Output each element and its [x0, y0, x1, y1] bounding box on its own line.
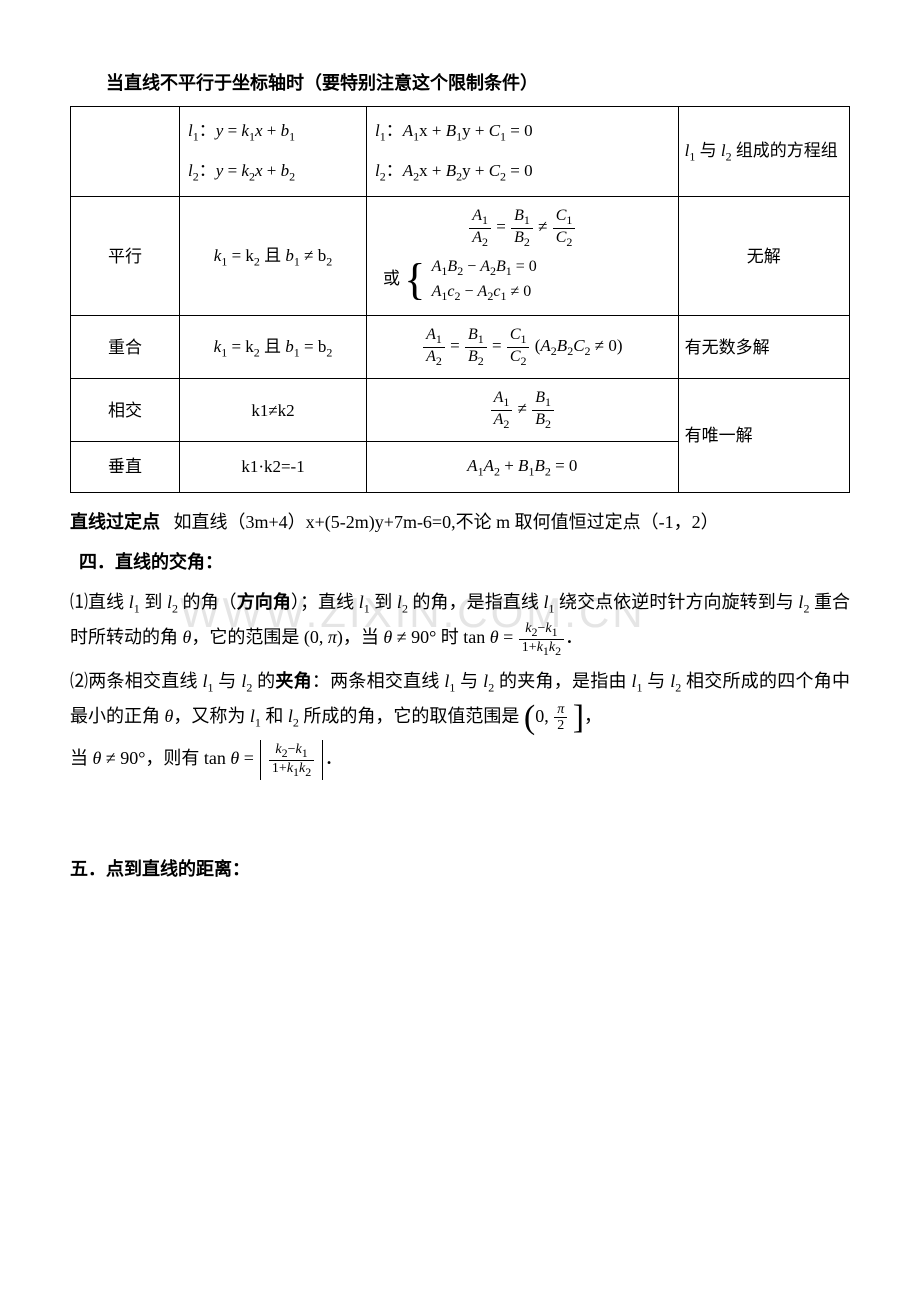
- cell-system: l1 与 l2 组成的方程组: [678, 107, 849, 197]
- cell-cond-slope: k1 = k2 且 b1 = b2: [180, 316, 367, 379]
- cell-cond-general: A1A2 = B1B2 ≠ C1C2 或 { A1B2 − A2B1 = 0 A…: [367, 197, 679, 316]
- cell-cond-slope: k1 = k2 且 b1 ≠ b2: [180, 197, 367, 316]
- table-row: 相交 k1≠k2 A1A2 ≠ B1B2 有唯一解: [71, 379, 850, 442]
- table-row: 平行 k1 = k2 且 b1 ≠ b2 A1A2 = B1B2 ≠ C1C2 …: [71, 197, 850, 316]
- relations-table: l1：y = k1x + b1 l2：y = k2x + b2 l1：A1x +…: [70, 106, 850, 492]
- cell-solution: 有唯一解: [678, 379, 849, 492]
- cell-forms-general: l1：A1x + B1y + C1 = 0 l2：A2x + B2y + C2 …: [367, 107, 679, 197]
- cell-cond-general: A1A2 = B1B2 = C1C2 (A2B2C2 ≠ 0): [367, 316, 679, 379]
- page-heading: 当直线不平行于坐标轴时（要特别注意这个限制条件）: [70, 66, 850, 100]
- section5-title: 五．点到直线的距离：: [70, 852, 850, 886]
- table-row: 重合 k1 = k2 且 b1 = b2 A1A2 = B1B2 = C1C2 …: [71, 316, 850, 379]
- section4-title: 四．直线的交角：: [70, 545, 850, 579]
- fixed-point-label: 直线过定点: [70, 512, 160, 532]
- fixed-point-text: 如直线（3m+4）x+(5-2m)y+7m-6=0,不论 m 取何值恒过定点（-…: [174, 512, 719, 532]
- cell-label: 垂直: [71, 441, 180, 492]
- cell-cond-general: A1A2 + B1B2 = 0: [367, 441, 679, 492]
- fixed-point-line: 直线过定点 如直线（3m+4）x+(5-2m)y+7m-6=0,不论 m 取何值…: [70, 505, 850, 539]
- cell-label: 平行: [71, 197, 180, 316]
- cell-empty: [71, 107, 180, 197]
- cell-cond-slope: k1≠k2: [180, 379, 367, 442]
- section4-p1: ⑴直线 l1 到 l2 的角（方向角）；直线 l1 到 l2 的角，是指直线 l…: [70, 585, 850, 658]
- cell-label: 重合: [71, 316, 180, 379]
- cell-solution: 无解: [678, 197, 849, 316]
- section4-p2: ⑵两条相交直线 l1 与 l2 的夹角：两条相交直线 l1 与 l2 的夹角，是…: [70, 664, 850, 735]
- table-row: l1：y = k1x + b1 l2：y = k2x + b2 l1：A1x +…: [71, 107, 850, 197]
- cell-cond-slope: k1·k2=-1: [180, 441, 367, 492]
- cell-solution: 有无数多解: [678, 316, 849, 379]
- cell-cond-general: A1A2 ≠ B1B2: [367, 379, 679, 442]
- cell-label: 相交: [71, 379, 180, 442]
- cell-forms-slope: l1：y = k1x + b1 l2：y = k2x + b2: [180, 107, 367, 197]
- section4-p3: 当 θ ≠ 90°，则有 tan θ = k2−k1 1+k1k2 ．: [70, 740, 850, 780]
